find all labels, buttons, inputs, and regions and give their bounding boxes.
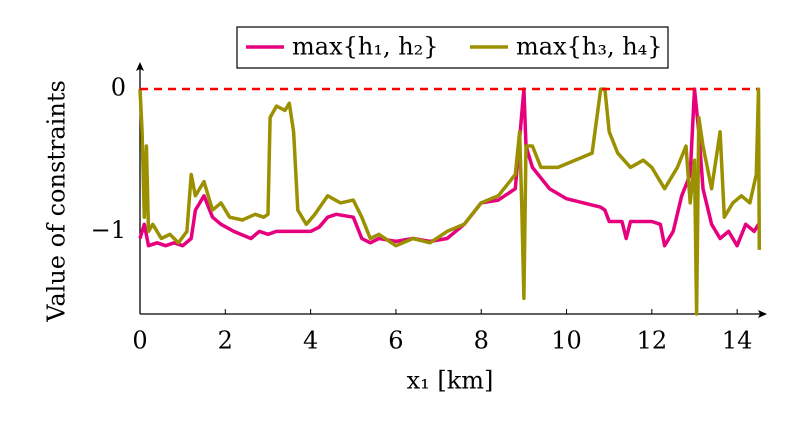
x-axis-arrow	[758, 310, 767, 318]
y-axis-arrow	[136, 62, 144, 71]
x-tick-label: 14	[722, 327, 753, 355]
legend-box	[236, 26, 669, 69]
y-tick-label: 0	[111, 74, 126, 102]
x-tick-label: 4	[303, 327, 318, 355]
y-axis-label: Value of constraints	[43, 80, 71, 323]
x-tick-label: 2	[218, 327, 233, 355]
x-tick-label: 6	[388, 327, 403, 355]
x-axis-label: x₁ [km]	[407, 367, 494, 395]
x-tick-label: 0	[132, 327, 147, 355]
legend-label: max{h₁, h₂}	[292, 33, 439, 61]
x-tick-label: 10	[551, 327, 582, 355]
x-tick-label: 8	[474, 327, 489, 355]
y-tick-label: −1	[91, 216, 126, 244]
legend-label: max{h₃, h₄}	[516, 33, 663, 61]
series-line	[138, 87, 762, 316]
x-tick-label: 12	[637, 327, 668, 355]
series-line	[138, 87, 760, 248]
